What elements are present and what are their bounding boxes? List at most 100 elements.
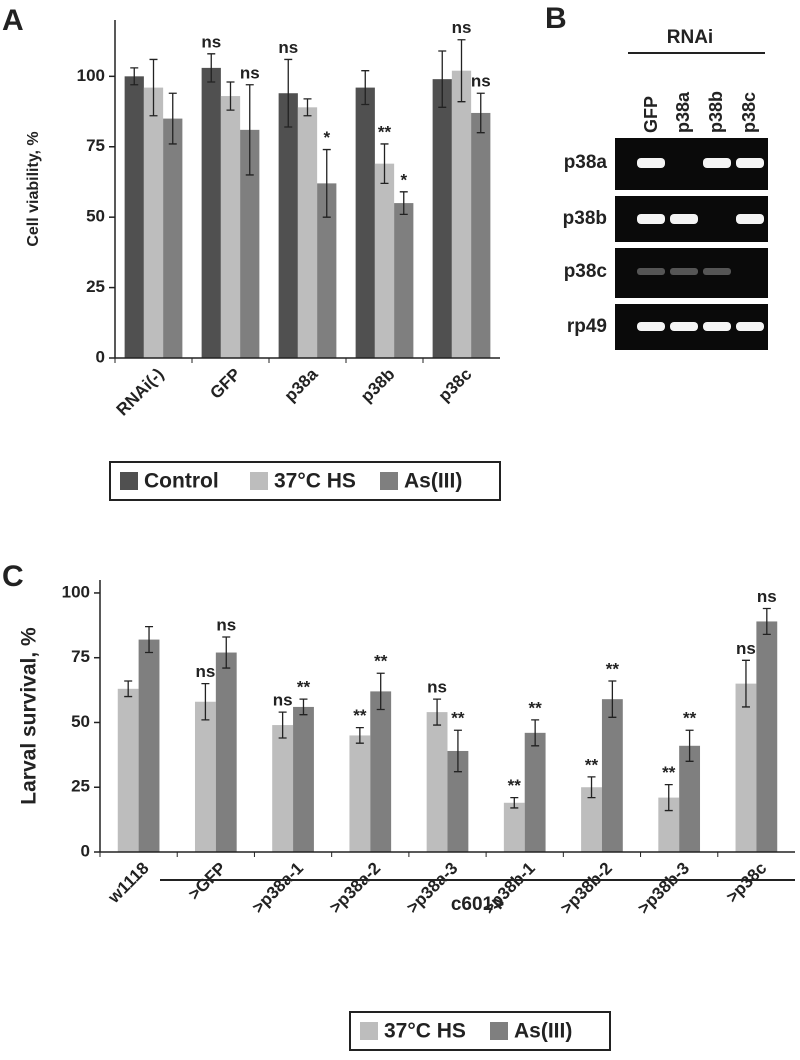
y-tick-label: 25	[86, 277, 105, 296]
error-bar	[457, 39, 466, 103]
significance-label: **	[529, 698, 543, 717]
legend-label: Control	[144, 470, 219, 493]
significance-label: **	[508, 776, 522, 795]
x-tick-label: >p38c	[723, 859, 771, 907]
significance-label: **	[585, 755, 599, 774]
band	[637, 268, 665, 275]
x-tick-label: >p38a-2	[326, 859, 385, 918]
bar	[735, 683, 757, 852]
bar	[215, 652, 237, 852]
error-bar	[201, 682, 210, 721]
bar	[278, 93, 298, 358]
x-tick-label: p38c	[435, 365, 476, 406]
significance-label: ns	[240, 63, 260, 82]
error-bar	[322, 148, 331, 218]
error-bar	[299, 698, 308, 716]
band	[736, 322, 764, 331]
lane-label: p38a	[673, 91, 693, 133]
bar	[394, 203, 414, 358]
band	[736, 214, 764, 224]
bar	[370, 691, 392, 852]
x-tick-label: >p38b-3	[634, 859, 693, 918]
significance-label: **	[374, 652, 388, 671]
y-tick-label: 100	[77, 66, 105, 85]
legend-swatch	[120, 472, 138, 490]
bar	[272, 725, 294, 852]
band	[736, 158, 764, 168]
error-bar	[433, 698, 442, 726]
bar	[124, 76, 144, 358]
error-bar	[453, 729, 462, 773]
row-label: p38b	[563, 208, 607, 229]
bar	[451, 70, 472, 358]
bar	[117, 688, 139, 852]
error-bar	[438, 50, 447, 108]
legend-swatch	[490, 1022, 508, 1040]
error-bar	[355, 727, 364, 744]
bar	[658, 797, 680, 852]
y-tick-label: 75	[86, 136, 105, 155]
panel-label: A	[2, 4, 24, 37]
x-tick-label: >p38b-2	[557, 859, 616, 918]
significance-label: *	[323, 128, 330, 147]
error-bar	[587, 776, 596, 799]
row-label: p38a	[564, 152, 608, 173]
significance-label: ns	[757, 587, 777, 606]
bar	[143, 87, 164, 358]
bar	[679, 745, 701, 852]
error-bar	[361, 70, 370, 106]
significance-label: **	[662, 763, 676, 782]
error-bar	[284, 58, 293, 128]
bar	[194, 701, 216, 852]
significance-label: ns	[273, 691, 293, 710]
legend-label: 37°C HS	[384, 1020, 466, 1043]
error-bar	[145, 625, 154, 654]
bar	[297, 107, 318, 358]
bar	[601, 699, 623, 852]
bar	[581, 787, 602, 852]
gel-header: RNAi	[667, 27, 713, 48]
legend-swatch	[360, 1022, 378, 1040]
error-bar	[278, 711, 287, 739]
lane-label: p38b	[706, 91, 726, 133]
error-bar	[510, 796, 519, 809]
legend-label: As(III)	[514, 1020, 572, 1043]
band	[670, 214, 698, 224]
bar	[201, 67, 221, 358]
band	[670, 268, 698, 275]
group-label: c601>	[451, 894, 504, 915]
band	[703, 322, 731, 331]
bar	[355, 87, 375, 358]
gel-panel: B RNAi GFP p38a p38b p38c p38a p38b p38c	[545, 2, 768, 350]
significance-label: **	[353, 706, 367, 725]
error-bar	[608, 680, 617, 718]
significance-label: ns	[216, 615, 236, 634]
significance-label: ns	[452, 18, 472, 37]
x-tick-label: p38a	[281, 364, 322, 405]
band	[637, 214, 665, 224]
y-tick-label: 0	[81, 841, 90, 860]
legend-swatch	[250, 472, 268, 490]
lane-label: p38c	[739, 92, 759, 133]
significance-label: *	[400, 170, 407, 189]
band	[703, 268, 731, 275]
bar	[471, 112, 491, 358]
error-bar	[207, 53, 216, 83]
error-bar	[376, 672, 385, 711]
y-axis-title: Cell viability, %	[25, 131, 42, 246]
error-bar	[476, 92, 485, 134]
significance-label: **	[683, 709, 697, 728]
error-bar	[664, 783, 673, 812]
bands	[637, 158, 764, 331]
significance-label: ns	[195, 662, 215, 681]
significance-label: **	[606, 660, 620, 679]
bar	[426, 712, 448, 852]
legend-box	[109, 461, 501, 501]
error-bar	[226, 81, 235, 111]
significance-label: ns	[427, 678, 447, 697]
bar	[163, 118, 183, 358]
error-bar	[149, 58, 158, 117]
error-bar	[130, 67, 139, 86]
lane-label: GFP	[641, 96, 661, 133]
